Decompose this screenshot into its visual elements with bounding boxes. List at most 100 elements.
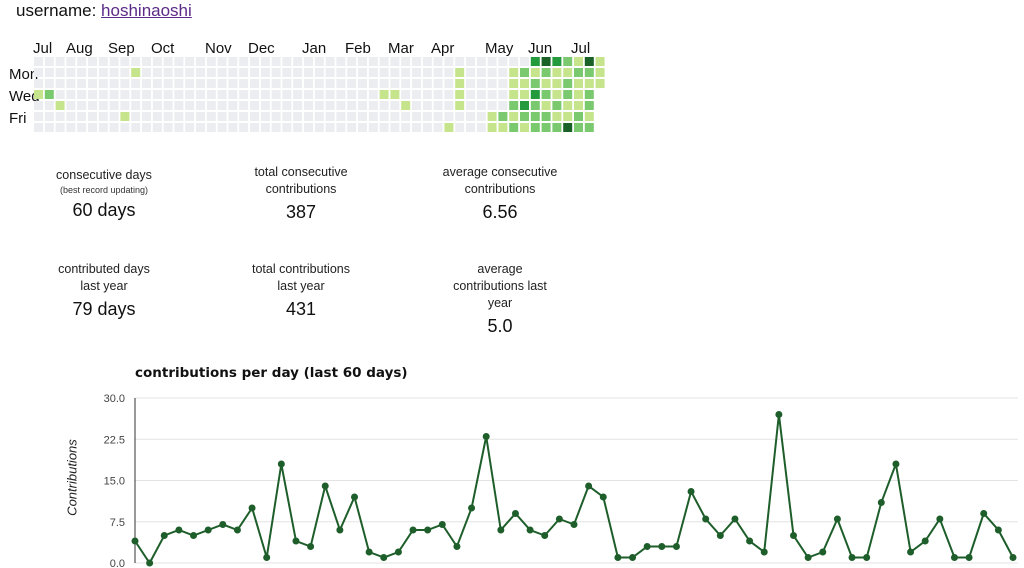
data-point[interactable] bbox=[263, 554, 271, 561]
calendar-day[interactable] bbox=[77, 112, 87, 121]
calendar-day[interactable] bbox=[412, 90, 421, 99]
calendar-day[interactable] bbox=[390, 101, 400, 110]
data-point[interactable] bbox=[570, 521, 578, 528]
calendar-day[interactable] bbox=[358, 123, 367, 132]
data-point[interactable] bbox=[453, 543, 461, 550]
calendar-day[interactable] bbox=[174, 68, 184, 77]
calendar-day[interactable] bbox=[433, 90, 443, 99]
calendar-day[interactable] bbox=[541, 90, 551, 99]
calendar-day[interactable] bbox=[206, 68, 216, 77]
calendar-day[interactable] bbox=[541, 79, 551, 88]
calendar-day[interactable] bbox=[509, 57, 519, 66]
data-point[interactable] bbox=[424, 526, 432, 534]
calendar-day[interactable] bbox=[444, 90, 454, 99]
calendar-day[interactable] bbox=[541, 123, 551, 132]
data-point[interactable] bbox=[219, 521, 227, 528]
calendar-day[interactable] bbox=[444, 123, 454, 132]
data-point[interactable] bbox=[965, 554, 973, 561]
calendar-day[interactable] bbox=[260, 123, 270, 132]
data-point[interactable] bbox=[365, 548, 373, 556]
calendar-day[interactable] bbox=[509, 79, 519, 88]
calendar-day[interactable] bbox=[563, 101, 573, 110]
calendar-day[interactable] bbox=[228, 90, 238, 99]
calendar-day[interactable] bbox=[574, 68, 583, 77]
calendar-day[interactable] bbox=[422, 90, 432, 99]
calendar-day[interactable] bbox=[109, 123, 119, 132]
data-point[interactable] bbox=[468, 504, 476, 512]
calendar-day[interactable] bbox=[552, 123, 562, 132]
calendar-day[interactable] bbox=[142, 101, 151, 110]
calendar-day[interactable] bbox=[88, 112, 97, 121]
calendar-day[interactable] bbox=[422, 57, 432, 66]
calendar-day[interactable] bbox=[250, 68, 259, 77]
calendar-day[interactable] bbox=[368, 68, 378, 77]
data-point[interactable] bbox=[146, 559, 154, 567]
data-point[interactable] bbox=[819, 548, 827, 556]
calendar-day[interactable] bbox=[282, 79, 292, 88]
calendar-day[interactable] bbox=[552, 101, 562, 110]
data-point[interactable] bbox=[746, 537, 754, 545]
calendar-day[interactable] bbox=[422, 123, 432, 132]
calendar-day[interactable] bbox=[325, 57, 335, 66]
calendar-day[interactable] bbox=[120, 57, 130, 66]
calendar-day[interactable] bbox=[390, 112, 400, 121]
calendar-day[interactable] bbox=[563, 123, 573, 132]
calendar-day[interactable] bbox=[55, 123, 65, 132]
calendar-day[interactable] bbox=[574, 101, 583, 110]
calendar-day[interactable] bbox=[574, 123, 583, 132]
calendar-day[interactable] bbox=[444, 112, 454, 121]
calendar-day[interactable] bbox=[44, 112, 54, 121]
calendar-day[interactable] bbox=[88, 101, 97, 110]
calendar-day[interactable] bbox=[44, 123, 54, 132]
calendar-day[interactable] bbox=[563, 90, 573, 99]
calendar-day[interactable] bbox=[142, 79, 151, 88]
calendar-day[interactable] bbox=[520, 112, 529, 121]
calendar-day[interactable] bbox=[487, 57, 497, 66]
calendar-day[interactable] bbox=[228, 68, 238, 77]
calendar-day[interactable] bbox=[509, 112, 519, 121]
data-point[interactable] bbox=[204, 526, 212, 534]
calendar-day[interactable] bbox=[412, 79, 421, 88]
calendar-day[interactable] bbox=[120, 123, 130, 132]
calendar-day[interactable] bbox=[466, 90, 475, 99]
calendar-day[interactable] bbox=[401, 90, 411, 99]
calendar-day[interactable] bbox=[109, 57, 119, 66]
calendar-day[interactable] bbox=[595, 79, 605, 88]
calendar-day[interactable] bbox=[325, 112, 335, 121]
calendar-day[interactable] bbox=[260, 79, 270, 88]
calendar-day[interactable] bbox=[250, 101, 259, 110]
calendar-day[interactable] bbox=[422, 68, 432, 77]
calendar-day[interactable] bbox=[314, 57, 324, 66]
calendar-day[interactable] bbox=[131, 79, 141, 88]
calendar-day[interactable] bbox=[260, 57, 270, 66]
data-point[interactable] bbox=[292, 537, 300, 545]
calendar-day[interactable] bbox=[487, 79, 497, 88]
data-point[interactable] bbox=[599, 493, 607, 501]
calendar-day[interactable] bbox=[282, 90, 292, 99]
calendar-day[interactable] bbox=[487, 112, 497, 121]
calendar-day[interactable] bbox=[487, 68, 497, 77]
calendar-day[interactable] bbox=[466, 79, 475, 88]
calendar-day[interactable] bbox=[476, 68, 486, 77]
calendar-day[interactable] bbox=[217, 112, 227, 121]
calendar-day[interactable] bbox=[163, 90, 173, 99]
calendar-day[interactable] bbox=[476, 112, 486, 121]
calendar-day[interactable] bbox=[476, 90, 486, 99]
calendar-day[interactable] bbox=[412, 101, 421, 110]
calendar-day[interactable] bbox=[271, 57, 281, 66]
calendar-day[interactable] bbox=[142, 90, 151, 99]
calendar-day[interactable] bbox=[433, 79, 443, 88]
calendar-day[interactable] bbox=[163, 112, 173, 121]
calendar-day[interactable] bbox=[34, 101, 43, 110]
calendar-day[interactable] bbox=[196, 101, 205, 110]
calendar-day[interactable] bbox=[325, 90, 335, 99]
data-point[interactable] bbox=[716, 532, 724, 539]
calendar-day[interactable] bbox=[520, 123, 529, 132]
calendar-day[interactable] bbox=[66, 123, 76, 132]
calendar-day[interactable] bbox=[422, 112, 432, 121]
calendar-day[interactable] bbox=[185, 101, 195, 110]
calendar-day[interactable] bbox=[552, 57, 562, 66]
calendar-day[interactable] bbox=[422, 101, 432, 110]
calendar-day[interactable] bbox=[520, 57, 529, 66]
calendar-day[interactable] bbox=[466, 57, 475, 66]
